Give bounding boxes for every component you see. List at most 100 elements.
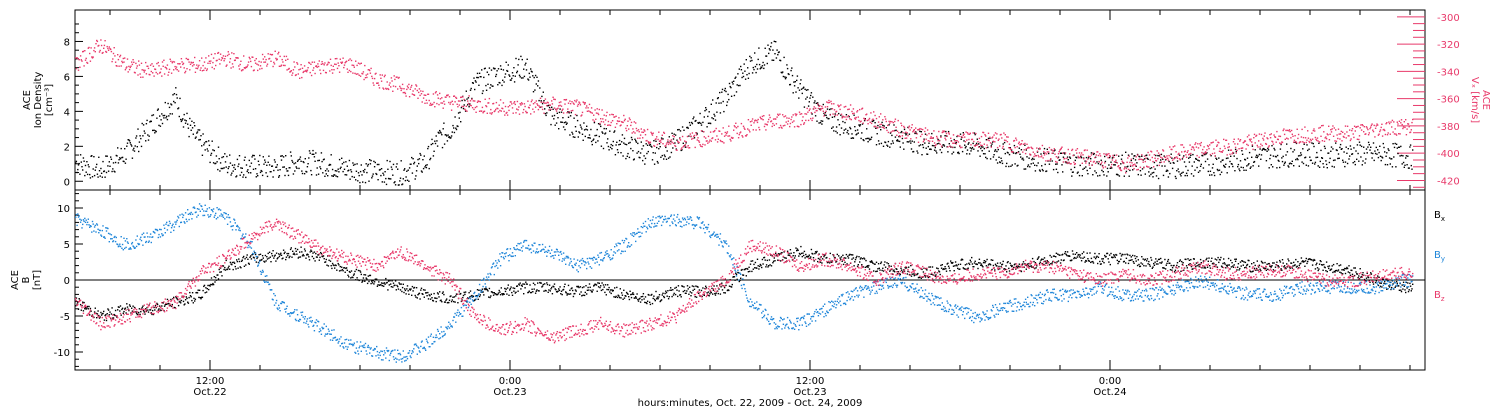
ion-density-series-point (1134, 155, 1135, 156)
vx-series-point (998, 140, 999, 141)
ion-density-series-point (373, 173, 374, 174)
bx-series-point (365, 274, 366, 275)
ion-density-series-point (330, 164, 331, 165)
vx-series-point (504, 114, 505, 115)
bx-series-point (221, 275, 222, 276)
vx-series-point (1402, 128, 1403, 129)
vx-series-point (207, 68, 208, 69)
ion-density-series-point (1228, 150, 1229, 151)
vx-series-point (1278, 139, 1279, 140)
bx-series-point (731, 286, 732, 287)
vx-series-point (1047, 160, 1048, 161)
ion-density-series-point (1404, 167, 1405, 168)
ion-density-series-point (753, 67, 754, 68)
bx-series-point (646, 303, 647, 304)
bx-series-point (265, 260, 266, 261)
vx-series-point (139, 73, 140, 74)
vx-series-point (860, 121, 861, 122)
vx-series-point (313, 67, 314, 68)
vx-series-point (873, 111, 874, 112)
bx-series-point (642, 296, 643, 297)
ion-density-series-point (268, 162, 269, 163)
vx-series-point (909, 126, 910, 127)
vx-series-point (742, 136, 743, 137)
ion-density-series-point (659, 143, 660, 144)
ion-density-series-point (1192, 154, 1193, 155)
bx-series-point (319, 257, 320, 258)
bx-series-point (312, 256, 313, 257)
vx-series-point (993, 141, 994, 142)
vx-series-point (1297, 138, 1298, 139)
vx-series-point (1183, 147, 1184, 148)
vx-series-point (891, 121, 892, 122)
vx-series-point (230, 67, 231, 68)
top-panel: 02468-300-320-340-360-380-400-420ACEIon … (22, 10, 1491, 190)
ion-density-series-point (1349, 155, 1350, 156)
bx-series-point (517, 291, 518, 292)
vx-series-point (870, 122, 871, 123)
ion-density-series-point (78, 164, 79, 165)
vx-series-point (1182, 144, 1183, 145)
vx-series-point (827, 106, 828, 107)
ion-density-series-point (936, 152, 937, 153)
bx-series-point (345, 272, 346, 273)
vx-series-point (399, 86, 400, 87)
ion-density-series-point (1353, 162, 1354, 163)
vx-series-point (1399, 133, 1400, 134)
bx-series-point (534, 284, 535, 285)
vx-series-point (184, 72, 185, 73)
ion-density-series-point (95, 167, 96, 168)
bx-series-point (716, 292, 717, 293)
vx-series-point (750, 121, 751, 122)
vx-series-point (1075, 150, 1076, 151)
bx-series-point (142, 307, 143, 308)
vx-series-point (846, 119, 847, 120)
vx-series-point (1209, 144, 1210, 145)
ion-density-series-point (1324, 146, 1325, 147)
bx-series-point (387, 289, 388, 290)
ion-density-series-point (1397, 147, 1398, 148)
ion-density-series-point (1056, 163, 1057, 164)
ion-density-series-point (812, 97, 813, 98)
vx-series-point (1194, 144, 1195, 145)
vx-series-point (1073, 155, 1074, 156)
ion-density-series-point (674, 134, 675, 135)
vx-series-point (1261, 134, 1262, 135)
vx-series-point (373, 85, 374, 86)
ion-density-series-point (878, 140, 879, 141)
vx-series-point (1148, 166, 1149, 167)
bx-series-point (625, 296, 626, 297)
vx-series-point (1127, 157, 1128, 158)
ion-density-series-point (79, 174, 80, 175)
bx-series-point (265, 255, 266, 256)
ion-density-series-point (1411, 165, 1412, 166)
ion-density-series-point (216, 161, 217, 162)
ion-density-series-point (1340, 144, 1341, 145)
ion-density-series-point (1367, 152, 1368, 153)
vx-series-point (354, 73, 355, 74)
vx-series-point (1248, 135, 1249, 136)
bx-series-point (438, 293, 439, 294)
ion-density-series-point (343, 162, 344, 163)
vx-series-point (686, 147, 687, 148)
ion-density-series-point (1080, 165, 1081, 166)
ion-density-series-point (1279, 167, 1280, 168)
vx-series-point (765, 123, 766, 124)
vx-series-point (665, 145, 666, 146)
ion-density-series-point (1194, 170, 1195, 171)
vx-series-point (305, 70, 306, 71)
vx-series-point (1208, 146, 1209, 147)
ion-density-series-point (191, 121, 192, 122)
ion-density-series-point (1164, 165, 1165, 166)
ion-density-series-point (144, 130, 145, 131)
ion-density-series-point (1019, 148, 1020, 149)
ion-density-series-point (1284, 163, 1285, 164)
vx-series-point (803, 124, 804, 125)
ion-density-series-point (1172, 168, 1173, 169)
ion-density-series-point (1373, 142, 1374, 143)
vx-series-point (321, 64, 322, 65)
ion-density-series-point (146, 123, 147, 124)
bx-series-point (243, 256, 244, 257)
vx-series-point (310, 72, 311, 73)
bx-series-point (694, 289, 695, 290)
